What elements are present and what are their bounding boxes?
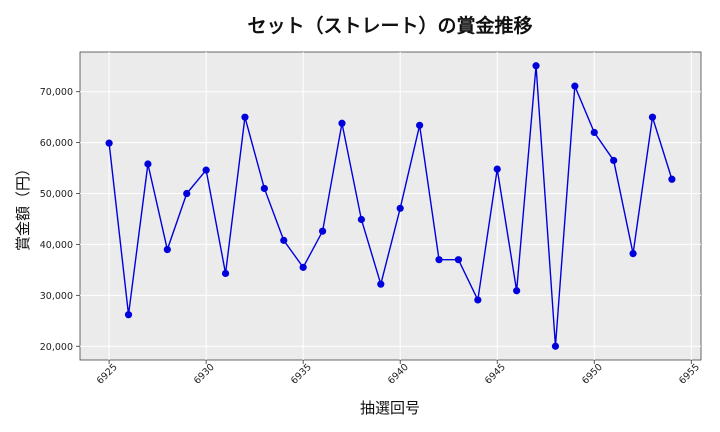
data-point [357,215,365,224]
data-point [124,311,133,319]
data-point [183,189,191,198]
x-tick-label: 6945 [483,362,508,387]
y-tick-label: 30,000 [40,291,73,302]
y-tick-label: 20,000 [40,342,73,353]
x-tick-label: 6935 [289,362,314,387]
data-point [551,342,560,350]
data-point [416,121,424,129]
data-point [590,128,598,137]
data-point [610,156,618,165]
data-point [318,227,327,235]
data-point [668,175,676,183]
data-point [260,184,268,193]
data-point [474,296,482,304]
data-point [513,287,521,295]
data-point [163,245,171,254]
x-tick-label: 6940 [386,362,411,387]
data-point [280,236,288,244]
data-point [396,204,404,212]
data-point [648,113,657,121]
plot-area [79,51,702,361]
data-point [435,256,443,264]
y-tick-label: 60,000 [40,138,73,149]
x-tick-label: 6930 [192,362,217,387]
data-point [241,113,249,121]
data-point [377,280,385,288]
data-point [532,62,540,70]
data-point [202,166,210,174]
series [105,62,676,350]
data-point [571,82,579,90]
data-point [221,269,230,278]
chart-title: セット（ストレート）の賞金推移 [247,14,532,37]
y-tick-label: 70,000 [40,87,73,98]
x-axis-label: 抽選回号 [360,399,420,417]
x-tick-label: 6955 [677,362,702,387]
y-tick-label: 40,000 [40,240,73,251]
y-axis-label: 賞金額（円） [14,161,32,251]
data-point [105,139,113,147]
data-point [493,165,501,173]
data-point [454,256,463,264]
data-point [299,263,307,271]
series-line [108,65,673,347]
x-tick-label: 6925 [95,362,120,387]
y-tick-label: 50,000 [40,189,73,200]
data-point [144,160,152,168]
data-point [338,119,346,127]
data-point [629,250,637,258]
x-tick-label: 6950 [580,362,605,387]
